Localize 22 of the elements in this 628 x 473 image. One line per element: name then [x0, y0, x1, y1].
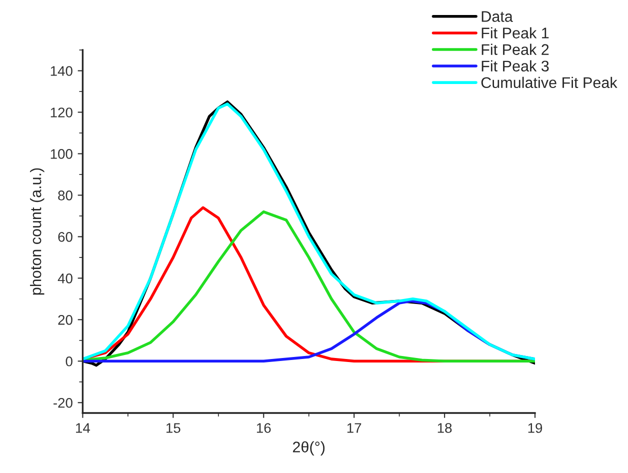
y-tick-label: 80	[58, 190, 72, 200]
x-axis-title: 2θ(°)	[292, 441, 325, 456]
y-tick-label: 40	[58, 274, 72, 284]
y-tick-label: 20	[58, 314, 72, 325]
x-tick-label: 15	[166, 423, 180, 433]
legend-label: Cumulative Fit Peak	[481, 76, 618, 88]
y-axis-title: photon count (a.u.)	[30, 168, 44, 295]
x-tick-label: 19	[528, 423, 542, 433]
legend-label: Fit Peak 3	[482, 60, 549, 72]
x-tick-label: 17	[347, 423, 362, 433]
y-tick-label: 140	[50, 66, 72, 76]
y-tick-label: 0	[66, 356, 72, 366]
y-tick-label: -20	[54, 398, 72, 408]
x-tick-label: 14	[76, 423, 90, 433]
y-tick-label: 120	[50, 108, 72, 118]
legend-label: Fit Peak 2	[482, 44, 549, 55]
y-tick-label: 100	[50, 149, 72, 159]
x-tick-label: 18	[438, 423, 452, 433]
legend-label: Fit Peak 1	[482, 27, 549, 38]
y-tick-label: 60	[58, 232, 72, 242]
legend-label: Data	[482, 11, 513, 22]
x-tick-label: 16	[256, 423, 271, 433]
